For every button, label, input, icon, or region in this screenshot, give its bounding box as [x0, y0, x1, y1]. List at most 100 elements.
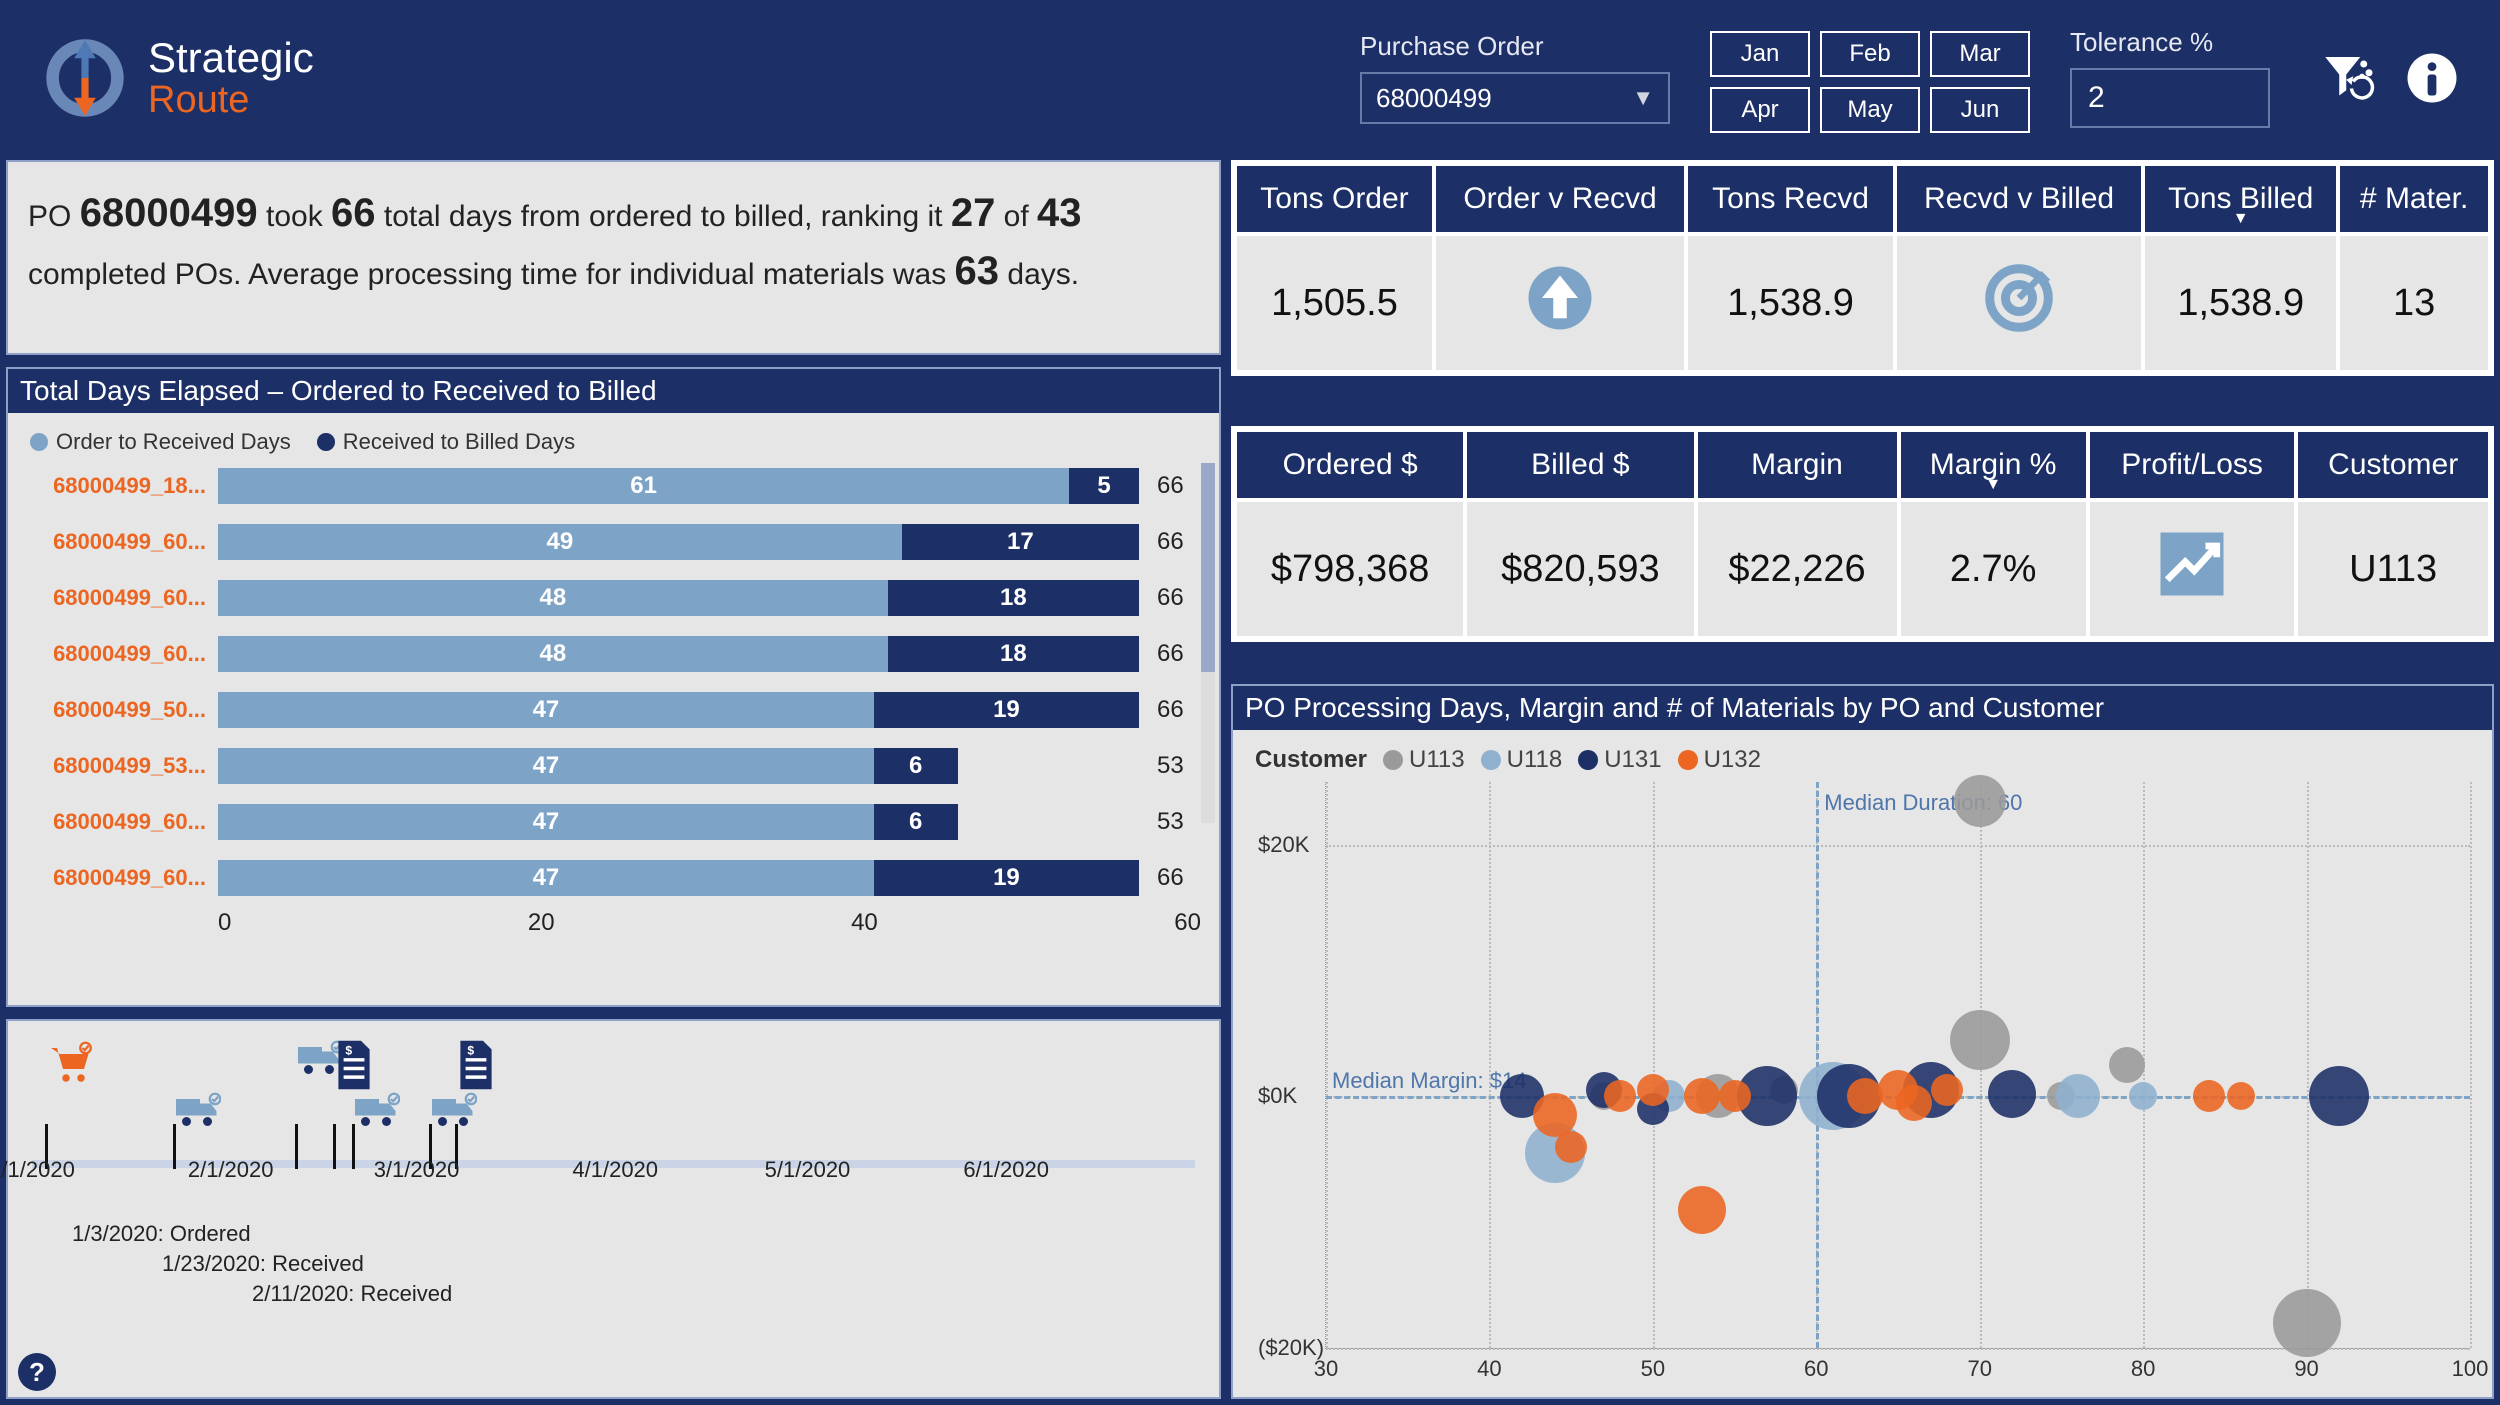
bar-row[interactable]: 68000499_60... 48 18 66 [26, 577, 1201, 619]
tons-header[interactable]: Order v Recvd [1434, 164, 1686, 234]
narr-t: PO [28, 200, 80, 233]
scatter-point[interactable] [1719, 1080, 1751, 1112]
bar-seg-ordered: 48 [218, 580, 888, 616]
timeline-event-billed[interactable]: $ [455, 1039, 497, 1097]
month-may[interactable]: May [1820, 87, 1920, 133]
po-select[interactable]: 68000499 ▼ [1360, 72, 1670, 124]
month-mar[interactable]: Mar [1930, 31, 2030, 77]
tons-value: 1,538.9 [2143, 234, 2338, 372]
money-value [2088, 500, 2297, 638]
bar-total: 66 [1151, 640, 1201, 668]
x-grid [2307, 782, 2309, 1348]
info-icon[interactable] [2404, 50, 2460, 106]
bar-row[interactable]: 68000499_60... 49 17 66 [26, 521, 1201, 563]
x-tick: 60 [1804, 1356, 1828, 1382]
scatter-point[interactable] [2273, 1289, 2341, 1357]
bar-seg-billed: 18 [888, 580, 1139, 616]
x-grid [2470, 782, 2472, 1348]
chevron-down-icon: ▼ [1632, 85, 1654, 111]
scatter-plot[interactable]: $20K$0K($20K)30405060708090100Median Dur… [1325, 782, 2470, 1349]
bar-seg-ordered: 61 [218, 468, 1069, 504]
money-header[interactable]: Billed $ [1465, 430, 1695, 500]
bar-row[interactable]: 68000499_18... 61 5 66 [26, 465, 1201, 507]
bar-row[interactable]: 68000499_53... 47 6 53 [26, 745, 1201, 787]
timeline-panel: $$ 1/1/20202/1/20203/1/20204/1/20205/1/2… [6, 1019, 1221, 1399]
bar-row[interactable]: 68000499_50... 47 19 66 [26, 689, 1201, 731]
timeline-event-received[interactable] [429, 1091, 477, 1137]
bar-total: 53 [1151, 752, 1201, 780]
kpi-status-icon [2156, 528, 2228, 600]
tons-header[interactable]: Tons Order [1235, 164, 1434, 234]
scatter-point[interactable] [2129, 1082, 2157, 1110]
month-apr[interactable]: Apr [1710, 87, 1810, 133]
po-value: 68000499 [1376, 83, 1492, 114]
bars-scrollbar[interactable] [1201, 463, 1215, 823]
timeline-event-received[interactable] [352, 1091, 400, 1137]
scatter-point[interactable] [2193, 1080, 2225, 1112]
scatter-point[interactable] [1931, 1074, 1963, 1106]
tons-header[interactable]: # Mater. [2338, 164, 2490, 234]
timeline-chart[interactable]: $$ 1/1/20202/1/20203/1/20204/1/20205/1/2… [8, 1021, 1219, 1397]
scatter-point[interactable] [2227, 1082, 2255, 1110]
x-tick: 60 [1174, 909, 1201, 937]
scatter-point[interactable] [1684, 1078, 1720, 1114]
scatter-point[interactable] [1896, 1085, 1932, 1121]
scatter-point[interactable] [2056, 1074, 2100, 1118]
legend-dot [1383, 750, 1403, 770]
tolerance-group: Tolerance % 2 [2070, 27, 2270, 128]
money-header[interactable]: Ordered $ [1235, 430, 1465, 500]
money-header[interactable]: Profit/Loss [2088, 430, 2297, 500]
help-icon[interactable]: ? [18, 1353, 56, 1391]
bar-seg-billed: 6 [874, 804, 958, 840]
bar-row[interactable]: 68000499_60... 48 18 66 [26, 633, 1201, 675]
money-header[interactable]: Margin [1696, 430, 1899, 500]
money-header[interactable]: Margin %▼ [1899, 430, 2088, 500]
tons-header[interactable]: Tons Recvd [1686, 164, 1895, 234]
bar-label: 68000499_60... [26, 865, 206, 891]
stacked-bar-panel: Total Days Elapsed – Ordered to Received… [6, 367, 1221, 1007]
scroll-thumb[interactable] [1201, 463, 1215, 672]
narr-days: 66 [331, 191, 376, 235]
scatter-point[interactable] [1637, 1074, 1669, 1106]
timeline-event-ordered[interactable] [45, 1039, 93, 1093]
month-slicer: JanFebMar AprMayJun [1710, 31, 2030, 133]
clear-filters-icon[interactable] [2320, 50, 2376, 106]
tons-header[interactable]: Tons Billed▼ [2143, 164, 2338, 234]
y-grid [1326, 845, 2470, 847]
scatter-point[interactable] [1988, 1070, 2036, 1118]
tolerance-input[interactable]: 2 [2070, 68, 2270, 128]
tons-value: 13 [2338, 234, 2490, 372]
stacked-bar-chart[interactable]: Order to Received Days Received to Bille… [8, 413, 1219, 1005]
month-jan[interactable]: Jan [1710, 31, 1810, 77]
scatter-point[interactable] [1950, 1010, 2010, 1070]
money-header[interactable]: Customer [2296, 430, 2490, 500]
panel-title: Total Days Elapsed – Ordered to Received… [8, 369, 1219, 413]
scatter-legend: CustomerU113U118U131U132 [1255, 740, 2470, 782]
legend-name: U132 [1704, 746, 1761, 773]
legend-name: U113 [1409, 746, 1465, 773]
timeline-event-received[interactable] [173, 1091, 221, 1137]
scatter-point[interactable] [2309, 1066, 2369, 1126]
scatter-point[interactable] [1954, 775, 2006, 827]
bar-seg-billed: 19 [874, 860, 1139, 896]
scatter-point[interactable] [1604, 1080, 1636, 1112]
month-feb[interactable]: Feb [1820, 31, 1920, 77]
legend-a: Order to Received Days [56, 429, 291, 454]
month-jun[interactable]: Jun [1930, 87, 2030, 133]
bar-row[interactable]: 68000499_60... 47 6 53 [26, 801, 1201, 843]
tons-header[interactable]: Recvd v Billed [1895, 164, 2143, 234]
money-value: $22,226 [1696, 500, 1899, 638]
narr-rank: 27 [951, 191, 996, 235]
bar-total: 66 [1151, 528, 1201, 556]
bar-label: 68000499_60... [26, 641, 206, 667]
scatter-point[interactable] [2109, 1047, 2145, 1083]
scatter-point[interactable] [1555, 1131, 1587, 1163]
timeline-axis-date: 6/1/2020 [963, 1157, 1049, 1183]
header-actions [2320, 50, 2460, 106]
bar-total: 53 [1151, 808, 1201, 836]
bar-row[interactable]: 68000499_60... 47 19 66 [26, 857, 1201, 899]
x-tick: 0 [218, 909, 231, 937]
scatter-point[interactable] [1678, 1186, 1726, 1234]
timeline-event-billed[interactable]: $ [333, 1039, 375, 1097]
panel-title: PO Processing Days, Margin and # of Mate… [1233, 686, 2492, 730]
